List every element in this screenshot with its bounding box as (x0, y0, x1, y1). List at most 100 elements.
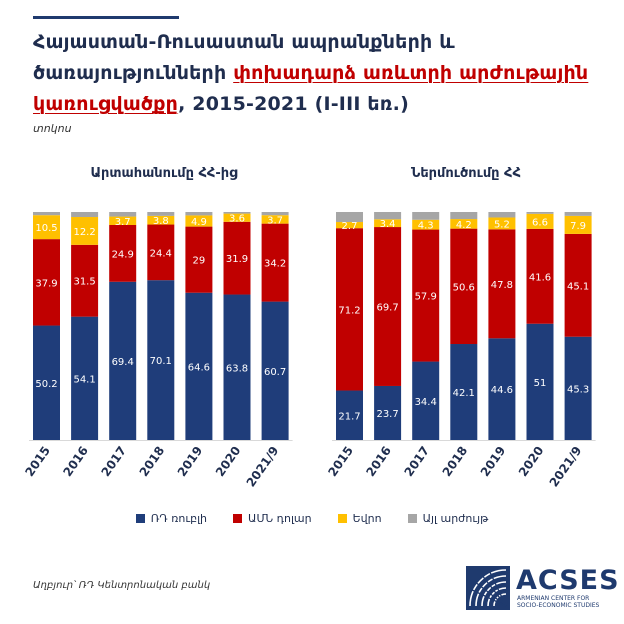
imports-bar-rub-2016 (374, 385, 402, 440)
exports-label-rub-2018: 70.1 (150, 356, 172, 367)
exports-bar-usd-2018 (147, 224, 175, 281)
exports-label-rub-2015: 50.2 (35, 379, 57, 390)
imports-label-eur-2016: 3.4 (380, 219, 396, 230)
imports-label-usd-2019: 47.8 (491, 280, 513, 291)
title-accent-rule (33, 16, 179, 19)
exports-bar-usd-2020 (223, 221, 251, 295)
exports-bar-eur-2018 (147, 215, 175, 225)
exports-bar-other-2016 (71, 212, 99, 218)
legend-label-rub: ՌԴ ռուբլի (150, 512, 208, 525)
imports-bar-other-2021/9 (564, 212, 592, 216)
logo-mark-icon (466, 566, 510, 610)
exports-tick-label-2019: 2019 (175, 444, 206, 479)
exports-label-usd-2015: 37.9 (35, 278, 57, 289)
imports-label-rub-2019: 44.6 (491, 385, 513, 396)
chart-title: Հայաստան-Ռուսաստան ապրանքների և ծառայութ… (33, 27, 593, 120)
imports-tick-label-2021/9: 2021/9 (547, 444, 585, 490)
imports-bar-rub-2021/9 (564, 336, 592, 440)
exports-bar-eur-2020 (223, 213, 251, 222)
imports-label-eur-2019: 5.2 (494, 219, 510, 230)
legend-item-other: Այլ արժույթ (407, 512, 489, 525)
exports-bar-other-2018 (147, 212, 175, 216)
imports-label-rub-2017: 34.4 (415, 397, 437, 408)
exports-tick-label-2020: 2020 (213, 444, 244, 479)
panel-title-imports: Ներմուծումը ՀՀ (411, 166, 521, 181)
imports-bar-rub-2017 (412, 361, 440, 440)
imports-label-usd-2021/9: 45.1 (567, 281, 589, 292)
imports-bar-eur-2017 (412, 219, 440, 230)
title-highlight: փոխադարձ առևտրի արժութային կառուցվածքը (33, 62, 589, 115)
imports-bar-other-2020 (526, 212, 554, 214)
exports-label-usd-2016: 31.5 (73, 277, 95, 288)
imports-bar-eur-2015 (336, 222, 363, 229)
logo-subtitle: ARMENIAN CENTER FOR SOCIO-ECONOMIC STUDI… (517, 595, 617, 609)
exports-label-eur-2019: 4.9 (191, 217, 207, 228)
exports-bar-eur-2015 (33, 215, 60, 240)
exports-bar-usd-2017 (109, 224, 137, 282)
imports-bar-usd-2021/9 (564, 233, 592, 337)
imports-label-rub-2015: 21.7 (338, 411, 360, 422)
legend-swatch-eur (337, 514, 347, 523)
logo-subtitle-line1: ARMENIAN CENTER FOR (517, 595, 590, 602)
imports-bar-usd-2020 (526, 228, 554, 324)
imports-bar-other-2015 (336, 212, 363, 223)
exports-label-eur-2015: 10.5 (35, 223, 57, 234)
exports-label-eur-2017: 3.7 (115, 217, 131, 228)
imports-tick-label-2018: 2018 (440, 444, 471, 479)
imports-bar-usd-2015 (336, 228, 363, 391)
legend-swatch-usd (233, 514, 243, 523)
legend-label-other: Այլ արժույթ (422, 512, 489, 525)
exports-tick-label-2018: 2018 (137, 444, 168, 479)
exports-bar-eur-2019 (185, 215, 213, 227)
exports-bar-usd-2019 (185, 226, 213, 293)
exports-label-rub-2019: 64.6 (188, 362, 210, 373)
imports-tick-label-2019: 2019 (478, 444, 509, 479)
imports-bar-eur-2019 (488, 217, 516, 230)
exports-bar-usd-2021/9 (261, 223, 289, 302)
legend-item-eur: Եվրո (337, 512, 382, 525)
imports-label-eur-2015: 2.7 (342, 221, 358, 232)
imports-bar-other-2019 (488, 212, 516, 218)
imports-bar-other-2016 (374, 212, 402, 220)
imports-bar-usd-2018 (450, 228, 478, 345)
imports-bar-usd-2016 (374, 227, 402, 386)
imports-label-usd-2020: 41.6 (529, 272, 551, 283)
legend: ՌԴ ռուբլի ԱՄՆ դոլար Եվրո Այլ արժույթ (0, 512, 624, 525)
imports-tick-label-2017: 2017 (402, 444, 433, 479)
imports-label-usd-2015: 71.2 (338, 305, 360, 316)
exports-bar-rub-2017 (109, 281, 137, 440)
exports-label-rub-2017: 69.4 (112, 357, 134, 368)
imports-bar-rub-2020 (526, 323, 554, 440)
source-note: Աղբյուր՝ ՌԴ Կենտրոնական բանկ (33, 580, 211, 591)
title-part2: , 2015-2021 (I-III եռ.) (178, 93, 409, 115)
imports-bar-other-2018 (450, 212, 478, 220)
imports-label-eur-2018: 4.2 (456, 220, 472, 231)
legend-swatch-other (407, 514, 417, 523)
title-part1: Հայաստան-Ռուսաստան ապրանքների և ծառայութ… (33, 31, 455, 84)
exports-bar-eur-2016 (71, 217, 99, 245)
imports-bar-usd-2017 (412, 229, 440, 362)
exports-bar-other-2021/9 (261, 212, 289, 216)
panel-title-exports: Արտահանումը ՀՀ-ից (90, 166, 238, 181)
imports-tick-label-2016: 2016 (363, 444, 394, 479)
exports-label-usd-2018: 24.4 (150, 248, 172, 259)
exports-label-usd-2019: 29 (193, 256, 206, 267)
legend-label-usd: ԱՄՆ դոլար (248, 512, 312, 525)
imports-bar-rub-2018 (450, 344, 478, 440)
exports-bar-eur-2017 (109, 216, 137, 225)
exports-tick-label-2016: 2016 (60, 444, 91, 479)
exports-bar-rub-2019 (185, 292, 213, 440)
legend-label-eur: Եվրո (352, 512, 382, 525)
acses-logo: ACSES ARMENIAN CENTER FOR SOCIO-ECONOMIC… (466, 566, 619, 614)
imports-label-rub-2020: 51 (534, 378, 547, 389)
exports-label-rub-2020: 63.8 (226, 363, 248, 374)
logo-name: ACSES (516, 565, 620, 596)
exports-label-usd-2021/9: 34.2 (264, 259, 286, 270)
exports-bar-other-2017 (109, 212, 137, 217)
imports-label-eur-2020: 6.6 (532, 217, 548, 228)
exports-bar-rub-2020 (223, 294, 251, 440)
imports-label-eur-2021/9: 7.9 (570, 221, 586, 232)
exports-label-eur-2016: 12.2 (73, 227, 95, 238)
imports-bar-eur-2018 (450, 219, 478, 229)
